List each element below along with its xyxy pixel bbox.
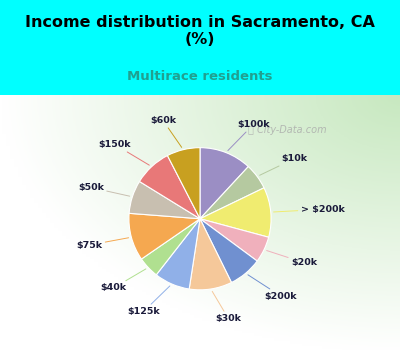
Text: $40k: $40k	[100, 269, 146, 293]
Text: $200k: $200k	[248, 275, 297, 301]
Text: $150k: $150k	[99, 140, 149, 165]
Text: $125k: $125k	[127, 286, 170, 316]
Wedge shape	[200, 219, 269, 261]
Text: $50k: $50k	[78, 183, 130, 196]
Text: ⓘ City-Data.com: ⓘ City-Data.com	[248, 125, 327, 135]
Text: $100k: $100k	[228, 120, 270, 150]
Wedge shape	[189, 219, 232, 290]
Text: > $200k: > $200k	[274, 205, 344, 214]
Wedge shape	[200, 167, 264, 219]
Text: Income distribution in Sacramento, CA
(%): Income distribution in Sacramento, CA (%…	[25, 15, 375, 47]
Wedge shape	[140, 155, 200, 219]
Wedge shape	[156, 219, 200, 289]
Text: Multirace residents: Multirace residents	[127, 70, 273, 83]
Wedge shape	[200, 219, 257, 282]
Wedge shape	[168, 148, 200, 219]
Wedge shape	[129, 213, 200, 259]
Wedge shape	[200, 148, 248, 219]
Wedge shape	[129, 182, 200, 219]
Text: $60k: $60k	[150, 116, 182, 147]
Text: $30k: $30k	[212, 292, 241, 323]
Wedge shape	[142, 219, 200, 275]
Text: $75k: $75k	[76, 238, 129, 250]
Text: $10k: $10k	[260, 154, 307, 175]
Wedge shape	[200, 188, 271, 237]
Text: $20k: $20k	[267, 251, 317, 267]
